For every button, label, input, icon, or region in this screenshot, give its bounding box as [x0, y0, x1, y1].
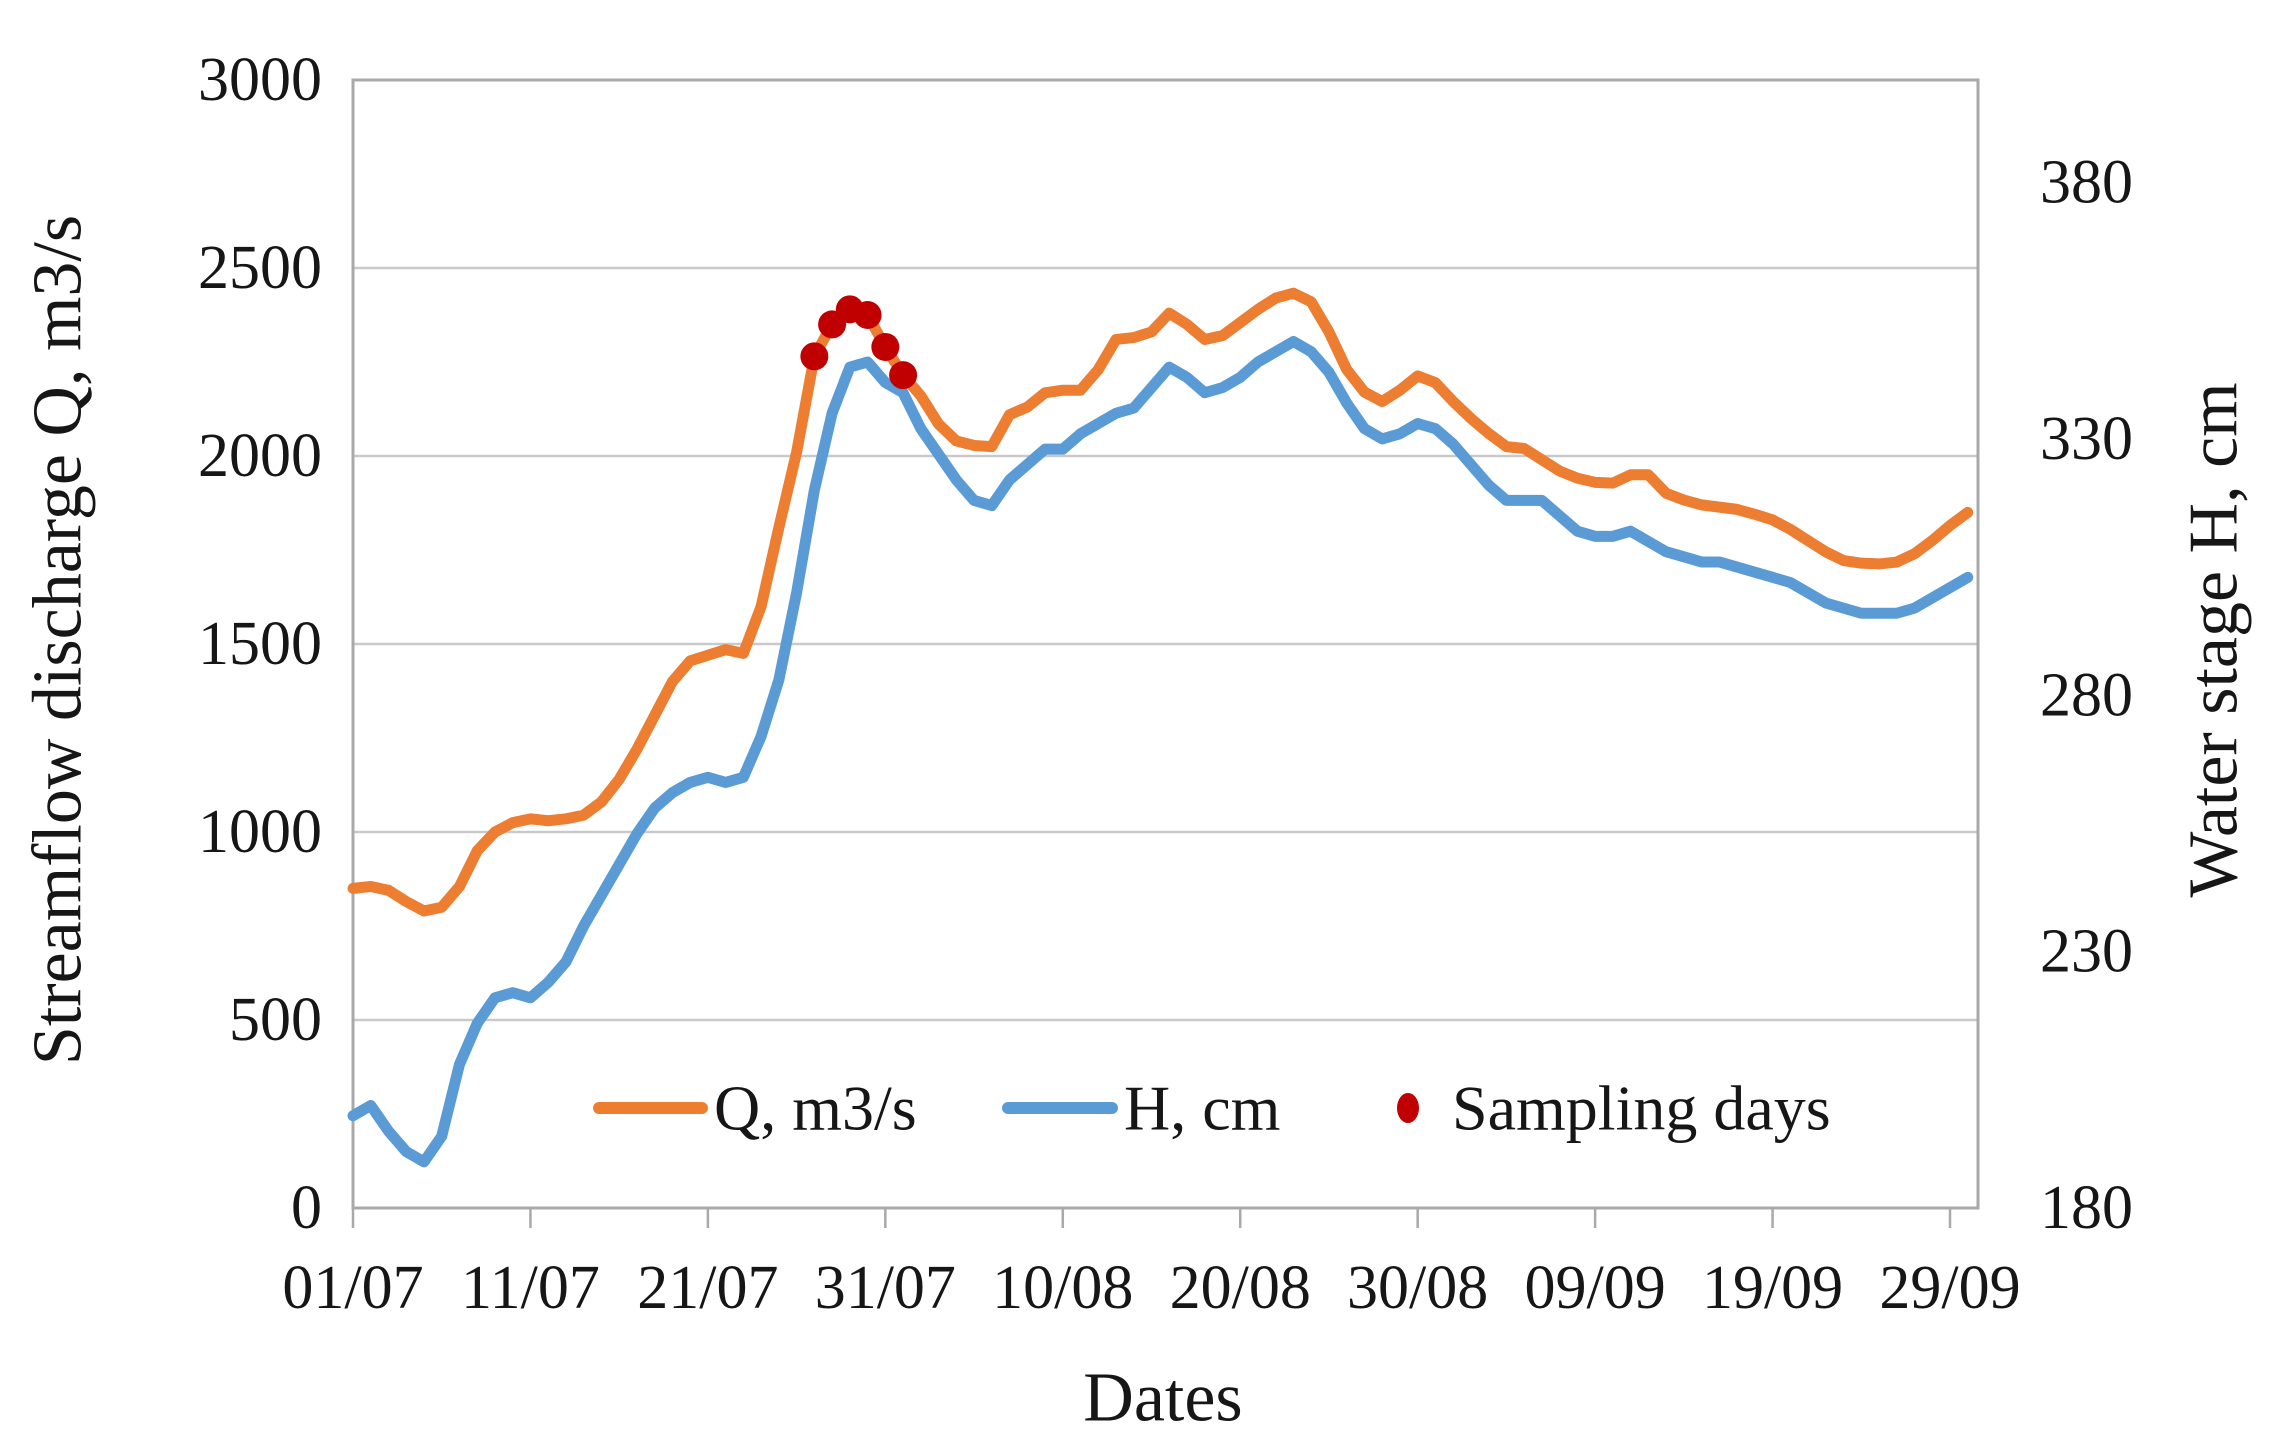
left-axis-tick-label: 500: [229, 986, 322, 1054]
plot-border: [351, 78, 1980, 1210]
left-axis-tick-label: 0: [291, 1174, 322, 1242]
right-axis-title: Water stage H, cm: [2176, 382, 2253, 897]
right-axis-tick-label: 230: [2040, 918, 2133, 986]
sampling-day-dot: [889, 361, 918, 390]
x-tick-label: 31/07: [815, 1254, 956, 1322]
right-axis-tick-label: 330: [2040, 405, 2133, 473]
legend: [593, 1093, 1419, 1123]
left-axis-tick-label: 1000: [198, 798, 322, 866]
left-axis-tick-label: 1500: [198, 610, 322, 678]
sampling-day-dot: [800, 342, 829, 371]
right-axis-tick-label: 380: [2040, 149, 2133, 217]
x-tick-label: 09/09: [1524, 1254, 1665, 1322]
x-tick-label: 01/07: [282, 1254, 423, 1322]
h-line: [347, 335, 1974, 1168]
x-tick-label: 19/09: [1702, 1254, 1843, 1322]
legend-sampling-dot-swatch: [1397, 1093, 1419, 1123]
x-tick-label: 29/09: [1879, 1254, 2020, 1322]
x-tick-label: 11/07: [461, 1254, 600, 1322]
legend-q-label: Q, m3/s: [714, 1073, 917, 1144]
x-tick-label: 30/08: [1347, 1254, 1488, 1322]
q-line: [347, 287, 1974, 917]
left-axis-tick-label: 3000: [198, 46, 322, 114]
right-axis-tick-label: 280: [2040, 661, 2133, 729]
left-axis-title: Streamflow discharge Q, m3/s: [20, 215, 97, 1065]
sampling-day-dot: [853, 301, 882, 329]
x-axis-title: Dates: [1083, 1360, 1242, 1437]
x-tick-label: 20/08: [1170, 1254, 1311, 1322]
left-axis-tick-label: 2000: [198, 422, 322, 490]
x-tick-label: 10/08: [992, 1254, 1133, 1322]
legend-h-label: H, cm: [1124, 1073, 1280, 1144]
x-tick-label: 21/07: [637, 1254, 778, 1322]
right-axis-tick-label: 180: [2040, 1174, 2133, 1242]
sampling-day-dot: [871, 332, 900, 361]
legend-sampling-label: Sampling days: [1452, 1073, 1831, 1144]
left-axis-tick-label: 2500: [198, 234, 322, 302]
